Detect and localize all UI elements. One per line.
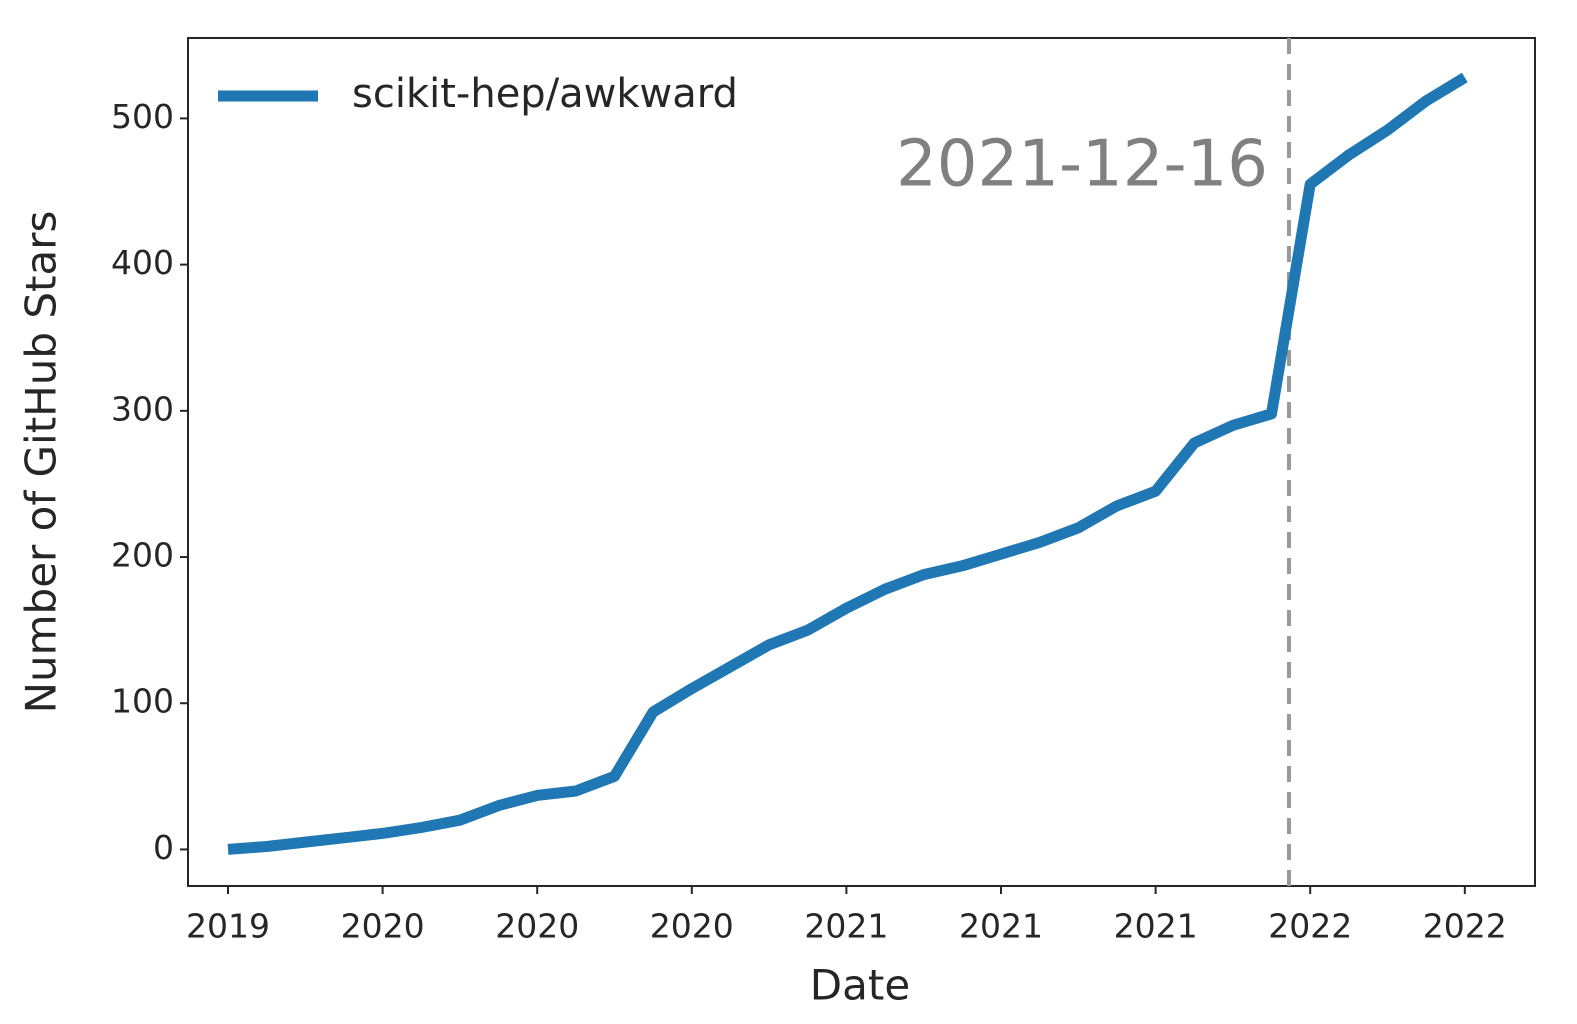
x-tick-label: 2021 <box>804 907 888 946</box>
y-axis-label: Number of GitHub Stars <box>17 211 66 714</box>
annotation: 2021-12-16 <box>896 128 1268 202</box>
x-axis-label: Date <box>810 961 910 1010</box>
y-tick-label: 100 <box>111 682 174 721</box>
x-tick-label: 2022 <box>1268 907 1352 946</box>
y-tick-label: 0 <box>153 828 174 867</box>
plot-frame <box>187 37 1536 887</box>
x-tick-label: 2022 <box>1423 907 1507 946</box>
x-tick-label: 2020 <box>495 907 579 946</box>
y-tick-label: 300 <box>111 389 174 428</box>
legend-label: scikit-hep/awkward <box>352 71 738 117</box>
y-tick-label: 200 <box>111 536 174 575</box>
data-line <box>227 72 1468 855</box>
y-tick-label: 500 <box>111 97 174 136</box>
x-tick-label: 2020 <box>341 907 425 946</box>
x-tick-label: 2019 <box>186 907 270 946</box>
x-tick-label: 2020 <box>650 907 734 946</box>
y-tick-label: 400 <box>111 243 174 282</box>
x-tick-label: 2021 <box>1114 907 1198 946</box>
x-tick-label: 2021 <box>959 907 1043 946</box>
